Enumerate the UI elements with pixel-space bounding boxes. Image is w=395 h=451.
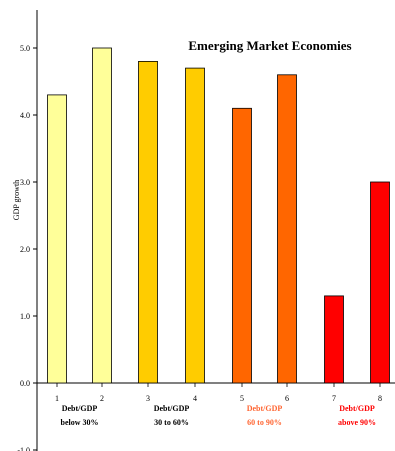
y-tick-label: 2.0 bbox=[20, 245, 30, 254]
group-label-line2: below 30% bbox=[61, 418, 99, 427]
x-tick-label: 7 bbox=[332, 394, 336, 403]
bar-5 bbox=[232, 107, 252, 384]
bar-3 bbox=[138, 61, 158, 384]
chart-title: Emerging Market Economies bbox=[188, 38, 351, 53]
group-label-line1: Debt/GDP bbox=[62, 404, 98, 413]
x-ticks: 1 2 3 4 5 6 7 8 bbox=[55, 383, 382, 403]
y-tick-label: 4.0 bbox=[20, 111, 30, 120]
bar-1 bbox=[47, 94, 67, 384]
bar-8 bbox=[370, 181, 390, 384]
y-tick-label: 1.0 bbox=[20, 312, 30, 321]
group-label-line2: 60 to 90% bbox=[247, 418, 282, 427]
bar-2 bbox=[92, 47, 112, 384]
x-tick-label: 6 bbox=[285, 394, 289, 403]
bar-7 bbox=[324, 295, 344, 384]
x-tick-label: 8 bbox=[378, 394, 382, 403]
group-label-line1: Debt/GDP bbox=[154, 404, 190, 413]
y-tick-label: -1.0 bbox=[17, 446, 30, 451]
y-tick-label: 0.0 bbox=[20, 379, 30, 388]
x-tick-label: 3 bbox=[146, 394, 150, 403]
bars bbox=[47, 47, 390, 384]
x-tick-label: 5 bbox=[240, 394, 244, 403]
group-label-line1: Debt/GDP bbox=[247, 404, 283, 413]
bar-6 bbox=[277, 74, 297, 384]
x-tick-label: 1 bbox=[55, 394, 59, 403]
group-label-line1: Debt/GDP bbox=[339, 404, 375, 413]
group-labels: Debt/GDP below 30% Debt/GDP 30 to 60% Debt/G… bbox=[61, 404, 377, 427]
y-tick-label: 5.0 bbox=[20, 44, 30, 53]
x-tick-label: 4 bbox=[193, 394, 197, 403]
y-axis-label: GDP growth bbox=[12, 180, 21, 220]
bar-4 bbox=[185, 67, 205, 384]
y-ticks: -1.0 0.0 1.0 2.0 3.0 4.0 5.0 bbox=[17, 44, 37, 451]
x-tick-label: 2 bbox=[100, 394, 104, 403]
y-tick-label: 3.0 bbox=[20, 178, 30, 187]
group-label-line2: above 90% bbox=[338, 418, 376, 427]
group-label-line2: 30 to 60% bbox=[154, 418, 189, 427]
